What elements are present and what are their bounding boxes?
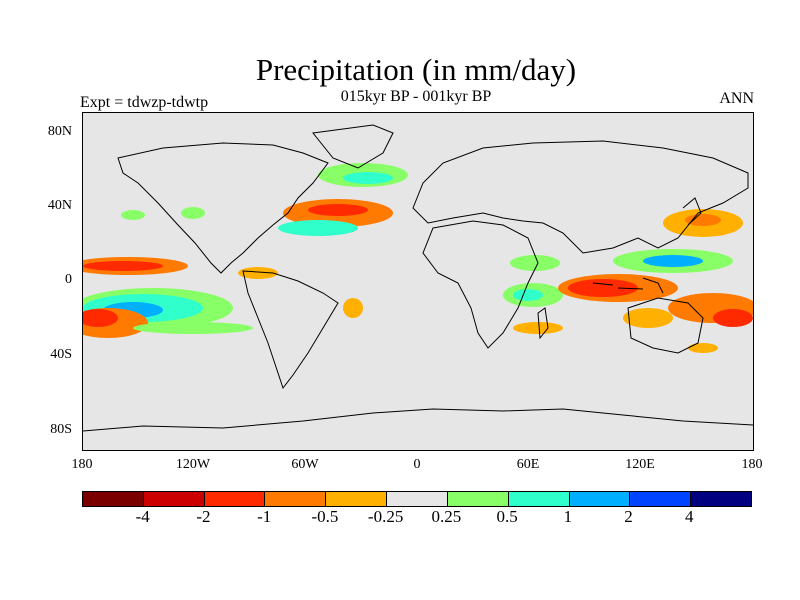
colorbar-label: 4 [685, 507, 694, 526]
precipitation-map [82, 112, 754, 451]
lat-tick-40n: 40N [47, 198, 72, 213]
lon-tick-60w: 60W [291, 457, 319, 472]
map-subtitle: 015kyr BP - 001kyr BP [340, 88, 492, 105]
colorbar-label: -1 [257, 507, 272, 526]
colorbar [82, 491, 752, 507]
colorbar-swatch [447, 492, 509, 506]
colorbar-swatch [508, 492, 570, 506]
anomaly-fields [83, 163, 753, 353]
colorbar-swatch [204, 492, 266, 506]
colorbar-swatch [83, 492, 144, 506]
colorbar-swatch [569, 492, 631, 506]
colorbar-swatch [326, 492, 388, 506]
lon-tick-180e: 180 [741, 457, 763, 472]
colorbar-swatch [143, 492, 205, 506]
colorbar-label: 1 [563, 507, 573, 526]
lon-tick-60e: 60E [516, 457, 540, 472]
colorbar-label: -0.25 [367, 507, 404, 526]
colorbar-label: -4 [135, 507, 150, 526]
colorbar-label: 2 [624, 507, 633, 526]
colorbar-label: -0.5 [311, 507, 339, 526]
lon-tick-0: 0 [413, 457, 421, 472]
colorbar-swatch [265, 492, 327, 506]
colorbar-swatch [387, 492, 448, 506]
lat-tick-80s: 80S [50, 422, 72, 437]
coastlines [83, 124, 753, 432]
map-title: Precipitation (in mm/day) [255, 52, 577, 87]
experiment-label: Expt = tdwzp-tdwtp [80, 94, 209, 111]
map-svg [83, 124, 753, 432]
lat-tick-0: 0 [65, 272, 72, 287]
lat-tick-40s: 40S [50, 347, 72, 362]
lon-tick-120e: 120E [625, 457, 655, 472]
lon-tick-180w: 180 [71, 457, 93, 472]
season-label: ANN [719, 90, 754, 107]
colorbar-swatch [691, 492, 751, 506]
colorbar-label: -2 [196, 507, 211, 526]
colorbar-label: 0.5 [496, 507, 518, 526]
colorbar-label: 0.25 [431, 507, 462, 526]
colorbar-swatch [630, 492, 692, 506]
lat-tick-80n: 80N [47, 124, 72, 139]
lon-tick-120w: 120W [175, 457, 211, 472]
